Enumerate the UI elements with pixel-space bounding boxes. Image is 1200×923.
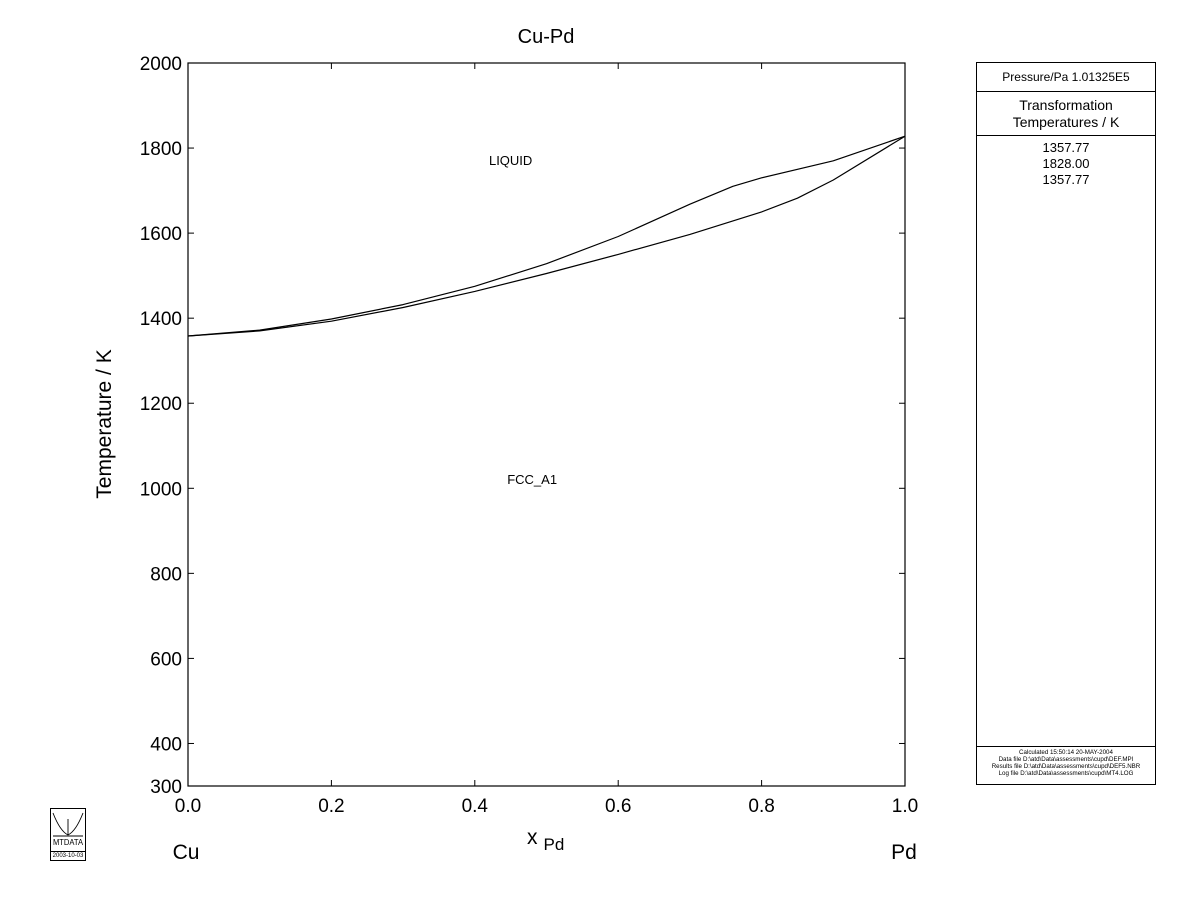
- mtdata-logo: MTDATA 2003-10-03: [50, 808, 86, 861]
- panel-heading-line1: Transformation: [1019, 96, 1113, 113]
- y-tick-label: 1000: [140, 479, 182, 500]
- x-tick-label: 0.8: [748, 796, 774, 817]
- side-panel: Pressure/Pa 1.01325E5 Transformation Tem…: [976, 62, 1156, 785]
- x-tick-label: 0.6: [605, 796, 631, 817]
- y-tick-label: 2000: [140, 54, 182, 75]
- footer-line: Results file D:\atd\Data\assessments\cup…: [991, 763, 1141, 770]
- panel-heading-line2: Temperatures / K: [1012, 113, 1120, 130]
- x-axis-title: x Pd: [527, 826, 564, 854]
- temperature-value: 1828.00: [1042, 156, 1090, 171]
- x-axis-title-subscript: Pd: [544, 835, 565, 854]
- phase-region-label: LIQUID: [489, 153, 532, 168]
- temperature-value: 1357.77: [1042, 172, 1090, 187]
- y-tick-label: 400: [150, 734, 182, 755]
- y-tick-label: 1600: [140, 224, 182, 245]
- footer-line: Data file D:\atd\Data\assessments\cupd\D…: [998, 756, 1134, 763]
- x-tick-label: 0.0: [175, 796, 201, 817]
- chart-title: Cu-Pd: [518, 26, 575, 48]
- y-tick-label: 300: [150, 777, 182, 798]
- logo-text: MTDATA: [53, 838, 84, 847]
- x-tick-label: 1.0: [892, 796, 918, 817]
- x-tick-label: 0.4: [462, 796, 489, 817]
- y-tick-label: 1400: [140, 309, 182, 330]
- phase-region-label: FCC_A1: [507, 472, 557, 487]
- pressure-readout: Pressure/Pa 1.01325E5: [977, 63, 1155, 92]
- footer-line: Log file D:\atd\Data\assessments\cupd\MT…: [998, 770, 1134, 777]
- y-tick-label: 600: [150, 649, 182, 670]
- x-end-label-left: Cu: [173, 841, 200, 864]
- y-axis-title: Temperature / K: [93, 349, 116, 498]
- mtdata-logo-mark: MTDATA: [50, 808, 86, 852]
- y-tick-label: 1800: [140, 139, 182, 160]
- x-axis-title-main: x: [527, 826, 538, 849]
- plot-frame: [187, 62, 906, 787]
- calculation-info-footer: Calculated 15:50:14 20-MAY-2004 Data fil…: [977, 746, 1155, 784]
- logo-date: 2003-10-03: [50, 852, 86, 861]
- solidus-line: [187, 135, 906, 337]
- transformation-temperature-list: 1357.77 1828.00 1357.77: [977, 136, 1155, 188]
- temperature-value: 1357.77: [1042, 140, 1090, 155]
- y-tick-label: 800: [150, 564, 182, 585]
- x-tick-label: 0.2: [318, 796, 344, 817]
- liquidus-line: [187, 135, 906, 337]
- footer-line: Calculated 15:50:14 20-MAY-2004: [1019, 749, 1113, 756]
- panel-heading: Transformation Temperatures / K: [977, 92, 1155, 136]
- y-tick-label: 1200: [140, 394, 182, 415]
- x-end-label-right: Pd: [891, 841, 917, 864]
